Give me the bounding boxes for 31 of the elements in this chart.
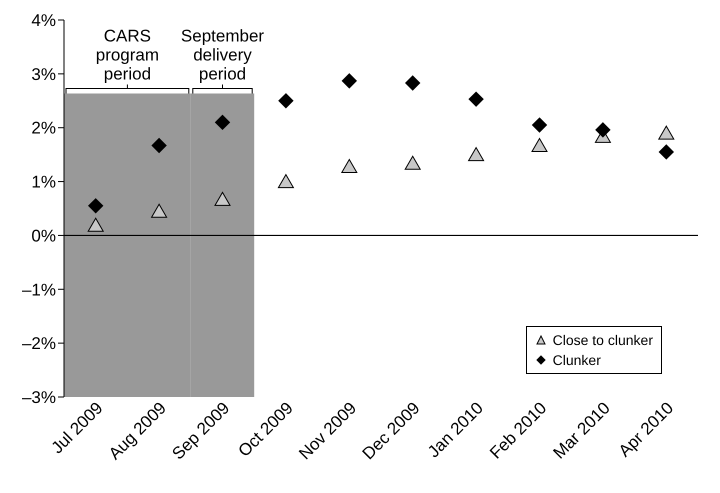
y-tick-label: 2% — [31, 118, 56, 138]
band-label: September delivery period — [180, 26, 264, 84]
y-tick-label: –2% — [22, 334, 56, 354]
point — [532, 118, 547, 133]
legend-label: Close to clunker — [552, 331, 653, 350]
point — [214, 192, 230, 206]
point — [595, 122, 610, 138]
point — [404, 156, 421, 170]
point — [88, 198, 104, 214]
y-tick-label: –3% — [22, 388, 56, 408]
point — [532, 138, 548, 152]
point — [468, 147, 484, 162]
y-tick-label: –1% — [22, 280, 56, 300]
legend-label: Clunker — [552, 351, 601, 370]
point — [278, 93, 294, 108]
point — [341, 158, 358, 173]
point — [658, 144, 674, 160]
y-tick-label: 0% — [31, 226, 56, 246]
point — [151, 204, 168, 218]
point — [88, 218, 104, 232]
point — [658, 126, 674, 140]
point — [468, 92, 484, 107]
y-tick-label: 4% — [31, 11, 56, 30]
y-tick-label: 3% — [31, 64, 56, 84]
point — [152, 138, 167, 153]
band-label: CARS program period — [96, 26, 160, 84]
y-tick-label: 1% — [31, 172, 56, 192]
point — [278, 174, 294, 188]
point — [342, 73, 357, 88]
point — [405, 76, 420, 91]
point — [215, 114, 230, 130]
